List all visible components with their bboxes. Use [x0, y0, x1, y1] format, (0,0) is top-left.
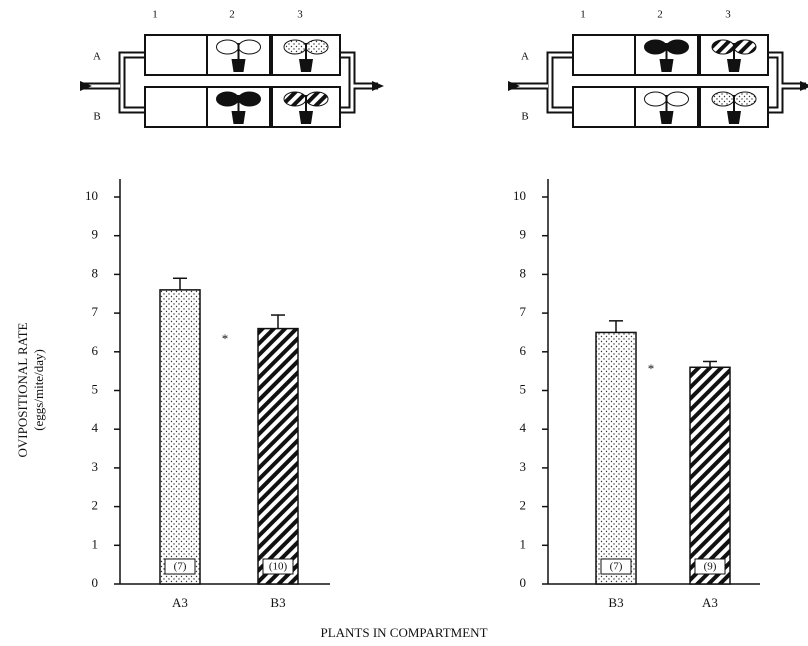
- y-axis-title-line: (eggs/mite/day): [31, 349, 46, 431]
- bar: [690, 367, 730, 584]
- n-label: (10): [269, 561, 288, 573]
- bar: [258, 329, 298, 584]
- x-axis-title: PLANTS IN COMPARTMENT: [320, 625, 487, 640]
- y-tick-label: 2: [520, 498, 527, 513]
- y-tick-label: 6: [92, 343, 99, 358]
- y-axis-title-line: OVIPOSITIONAL RATE: [15, 322, 30, 457]
- y-tick-label: 7: [520, 304, 527, 319]
- leaf: [284, 40, 306, 54]
- leaf: [217, 92, 239, 106]
- row-label: A: [93, 51, 101, 63]
- y-tick-label: 6: [520, 343, 527, 358]
- column-label: 3: [725, 9, 731, 21]
- bar: [160, 290, 200, 584]
- y-tick-label: 9: [92, 227, 99, 242]
- leaf: [239, 40, 261, 54]
- y-tick-label: 3: [520, 459, 527, 474]
- y-tick-label: 9: [520, 227, 527, 242]
- leaf: [306, 40, 328, 54]
- y-tick-label: 2: [92, 498, 99, 513]
- y-tick-label: 7: [92, 304, 99, 319]
- y-tick-label: 5: [92, 381, 99, 396]
- row-label: A: [521, 51, 529, 63]
- y-tick-label: 4: [520, 420, 527, 435]
- y-tick-label: 8: [520, 265, 527, 280]
- pot: [232, 111, 246, 124]
- compartment: [573, 87, 635, 127]
- y-axis-title: OVIPOSITIONAL RATE (eggs/mite/day): [15, 322, 46, 457]
- y-tick-label: 0: [92, 575, 99, 590]
- y-tick-label: 1: [92, 536, 99, 551]
- leaf: [645, 40, 667, 54]
- pot: [727, 59, 741, 72]
- row-label: B: [93, 111, 100, 123]
- y-tick-label: 5: [520, 381, 527, 396]
- significance-mark: *: [648, 361, 655, 376]
- y-tick-label: 8: [92, 265, 99, 280]
- leaf: [284, 92, 306, 106]
- bar: [596, 332, 636, 584]
- pot: [232, 59, 246, 72]
- leaf: [712, 92, 734, 106]
- leaf: [734, 92, 756, 106]
- n-label: (7): [610, 561, 623, 573]
- x-tick-label: B3: [270, 595, 285, 610]
- leaf: [667, 92, 689, 106]
- column-label: 2: [229, 9, 235, 21]
- column-label: 3: [297, 9, 303, 21]
- compartment: [573, 35, 635, 75]
- n-label: (9): [704, 561, 717, 573]
- y-tick-label: 4: [92, 420, 99, 435]
- compartment: [145, 87, 207, 127]
- x-tick-label: A3: [702, 595, 718, 610]
- leaf: [306, 92, 328, 106]
- compartment: [145, 35, 207, 75]
- y-tick-label: 1: [520, 536, 527, 551]
- leaf: [239, 92, 261, 106]
- x-tick-label: B3: [608, 595, 623, 610]
- compartment-diagram: 1 2 3 A B: [508, 9, 808, 127]
- leaf: [645, 92, 667, 106]
- significance-mark: *: [222, 331, 229, 346]
- pot: [660, 111, 674, 124]
- compartment-diagram: 1 2 3 A B: [80, 9, 384, 127]
- pot: [727, 111, 741, 124]
- pot: [299, 59, 313, 72]
- pot: [299, 111, 313, 124]
- column-label: 1: [580, 9, 586, 21]
- y-tick-label: 10: [85, 188, 98, 203]
- leaf: [734, 40, 756, 54]
- leaf: [217, 40, 239, 54]
- y-tick-label: 10: [513, 188, 526, 203]
- column-label: 1: [152, 9, 158, 21]
- column-label: 2: [657, 9, 663, 21]
- leaf: [712, 40, 734, 54]
- x-tick-label: A3: [172, 595, 188, 610]
- y-tick-label: 0: [520, 575, 527, 590]
- row-label: B: [521, 111, 528, 123]
- figure: OVIPOSITIONAL RATE (eggs/mite/day) PLANT…: [0, 0, 808, 646]
- y-tick-label: 3: [92, 459, 99, 474]
- leaf: [667, 40, 689, 54]
- n-label: (7): [174, 561, 187, 573]
- pot: [660, 59, 674, 72]
